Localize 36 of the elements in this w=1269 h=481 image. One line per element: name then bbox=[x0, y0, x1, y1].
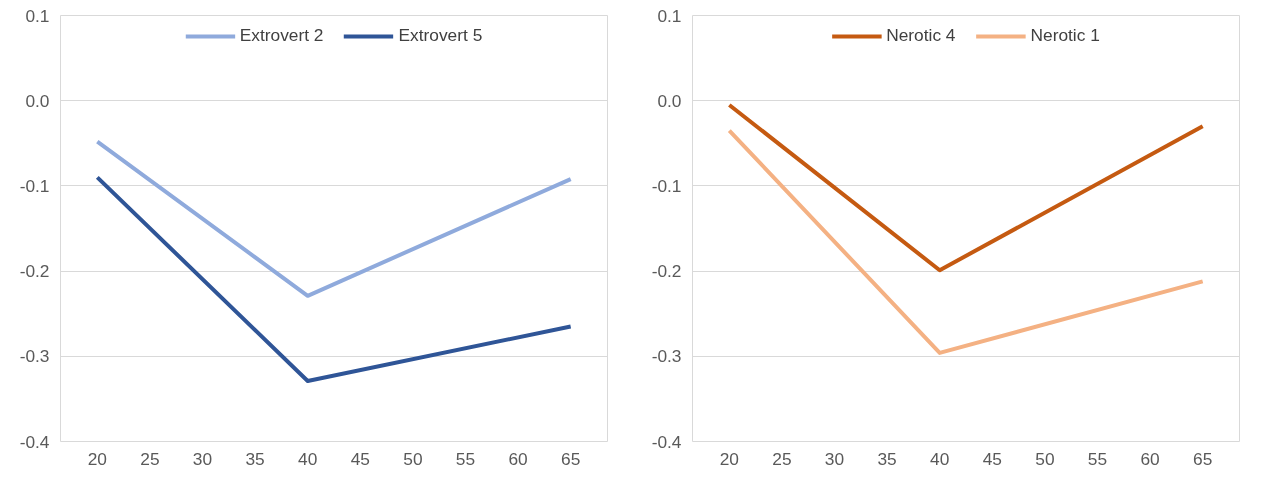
x-tick-label: 35 bbox=[877, 448, 897, 469]
x-tick-label: 30 bbox=[824, 448, 845, 469]
x-tick-label: 40 bbox=[298, 448, 318, 469]
y-tick-label: -0.4 bbox=[19, 431, 50, 452]
x-tick-label: 45 bbox=[982, 448, 1002, 469]
x-tick-label: 55 bbox=[455, 448, 476, 469]
x-tick-label: 55 bbox=[1087, 448, 1108, 469]
legend-label: Nerotic 4 bbox=[886, 25, 956, 46]
x-tick-label: 40 bbox=[930, 448, 950, 469]
y-tick-label: -0.1 bbox=[19, 175, 50, 196]
y-tick-label: -0.3 bbox=[19, 346, 50, 367]
y-tick-label: 0.0 bbox=[657, 90, 682, 111]
x-tick-label: 30 bbox=[192, 448, 213, 469]
y-tick-label: 0.0 bbox=[25, 90, 50, 111]
y-tick-label: -0.1 bbox=[651, 175, 682, 196]
x-tick-label: 60 bbox=[1140, 448, 1160, 469]
legend-label: Extrovert 2 bbox=[239, 25, 324, 46]
legend-label: Extrovert 5 bbox=[398, 25, 483, 46]
x-tick-label: 50 bbox=[1035, 448, 1055, 469]
y-tick-label: 0.1 bbox=[657, 5, 682, 26]
y-tick-label: -0.2 bbox=[19, 261, 50, 282]
x-tick-label: 20 bbox=[87, 448, 107, 469]
y-tick-label: -0.3 bbox=[651, 346, 682, 367]
x-tick-label: 65 bbox=[561, 448, 581, 469]
x-tick-label: 65 bbox=[1193, 448, 1213, 469]
y-tick-label: -0.4 bbox=[651, 431, 682, 452]
x-tick-label: 35 bbox=[245, 448, 265, 469]
y-tick-label: -0.2 bbox=[651, 261, 682, 282]
x-tick-label: 20 bbox=[719, 448, 739, 469]
legend-label: Nerotic 1 bbox=[1030, 25, 1100, 46]
x-tick-label: 25 bbox=[772, 448, 792, 469]
x-tick-label: 25 bbox=[140, 448, 160, 469]
x-tick-label: 45 bbox=[350, 448, 370, 469]
x-tick-label: 50 bbox=[403, 448, 423, 469]
x-tick-label: 60 bbox=[508, 448, 528, 469]
y-tick-label: 0.1 bbox=[25, 5, 50, 26]
